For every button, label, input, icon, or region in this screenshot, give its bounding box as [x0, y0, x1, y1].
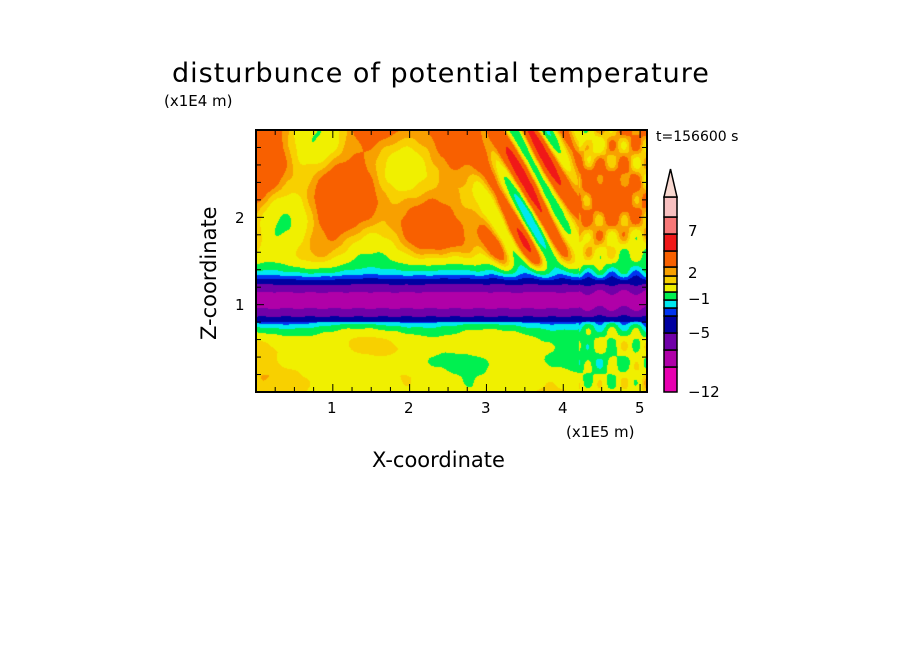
- colorbar-box: [663, 307, 678, 317]
- colorbar-box: [663, 250, 678, 268]
- colorbar-label: −5: [688, 324, 711, 342]
- colorbar-box: [663, 315, 678, 334]
- colorbar-box: [663, 291, 678, 301]
- x-tick-label: 2: [404, 399, 414, 417]
- x-axis-unit: (x1E5 m): [566, 423, 635, 441]
- colorbar-label: 7: [688, 222, 698, 240]
- colorbar-box: [663, 366, 678, 393]
- colorbar-label: 2: [688, 264, 698, 282]
- colorbar-label: −1: [688, 290, 711, 308]
- x-tick-label: 3: [481, 399, 491, 417]
- contour-field: [256, 130, 647, 392]
- colorbar-box: [663, 283, 678, 293]
- colorbar-box: [663, 196, 678, 218]
- colorbar-box: [663, 233, 678, 252]
- y-tick-label: 2: [235, 209, 245, 227]
- colorbar-box: [663, 332, 678, 351]
- colorbar-box: [663, 299, 678, 309]
- x-tick-label: 5: [635, 399, 645, 417]
- colorbar-box: [663, 266, 678, 277]
- colorbar-label: −12: [688, 383, 720, 401]
- colorbar-box: [663, 349, 678, 368]
- chart-title: disturbunce of potential temperature: [172, 58, 710, 89]
- time-label: t=156600 s: [656, 129, 739, 145]
- x-tick-label: 4: [558, 399, 568, 417]
- y-axis-unit: (x1E4 m): [164, 92, 233, 110]
- y-tick-label: 1: [235, 296, 245, 314]
- colorbar-box: [663, 275, 678, 285]
- x-tick-label: 1: [327, 399, 337, 417]
- colorbar-box: [663, 216, 678, 235]
- x-axis-label: X-coordinate: [372, 448, 505, 472]
- colorbar-extend-triangle: [663, 168, 678, 198]
- plot-frame: [255, 129, 648, 393]
